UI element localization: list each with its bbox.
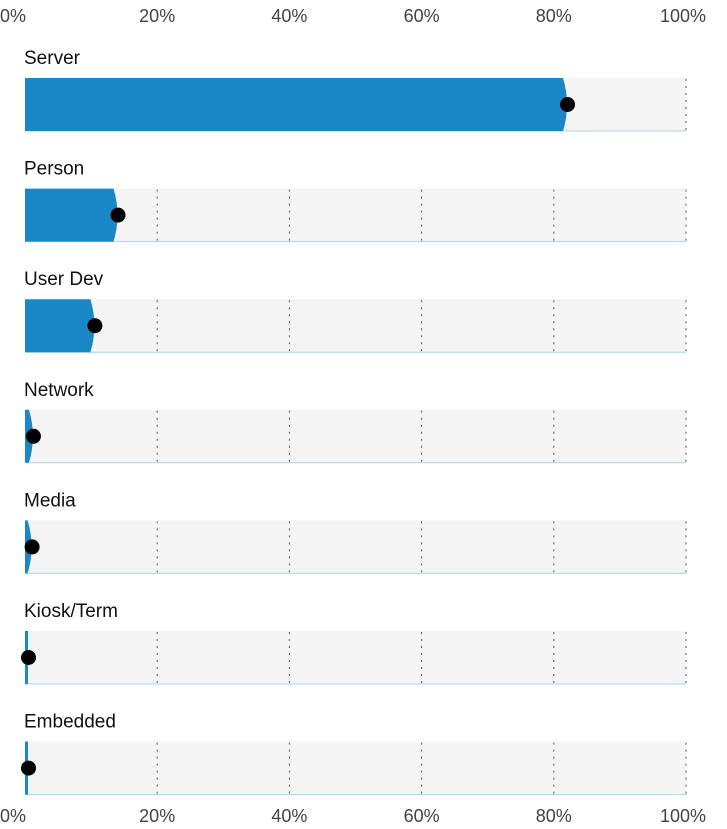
bar-track <box>25 520 686 574</box>
bottom-tick-label-20: 20% <box>139 806 175 826</box>
top-axis: 0% 20% 40% 60% 80% 100% <box>0 6 706 26</box>
bar-row: Kiosk/Term <box>21 601 687 685</box>
bar-track <box>25 188 686 242</box>
bar <box>25 188 118 242</box>
bar <box>25 299 95 353</box>
value-marker <box>24 539 40 555</box>
top-tick-label-0: 0% <box>0 6 26 26</box>
chart-rows: Server Person User Dev Network Media Kiosk/Te… <box>21 48 687 796</box>
bottom-axis: 0% 20% 40% 60% 80% 100% <box>0 806 706 826</box>
bar-row: User Dev <box>24 269 687 353</box>
category-label: Network <box>24 380 94 401</box>
top-tick-label-40: 40% <box>271 6 307 26</box>
bottom-tick-label-80: 80% <box>536 806 572 826</box>
value-marker <box>21 760 36 776</box>
bottom-tick-label-100: 100% <box>660 806 706 826</box>
category-label: Server <box>24 48 81 69</box>
top-tick-label-100: 100% <box>660 6 706 26</box>
category-label: Kiosk/Term <box>24 601 118 622</box>
top-tick-label-80: 80% <box>536 6 572 26</box>
category-label: Media <box>24 490 76 511</box>
category-label: User Dev <box>24 269 104 290</box>
bar-row: Embedded <box>21 712 687 796</box>
category-label: Person <box>24 159 84 180</box>
bottom-tick-label-40: 40% <box>271 806 307 826</box>
bar-track <box>25 409 686 463</box>
bottom-tick-label-0: 0% <box>0 806 26 826</box>
bar-row: Network <box>24 380 687 464</box>
value-marker <box>21 650 36 665</box>
top-tick-label-60: 60% <box>404 6 440 26</box>
bar-track <box>25 741 686 795</box>
value-marker <box>110 207 126 223</box>
bar <box>25 78 568 131</box>
value-marker <box>560 97 576 112</box>
bar-track <box>25 631 686 684</box>
bar-row: Media <box>24 490 687 574</box>
value-marker <box>25 428 41 444</box>
bar-track <box>25 299 686 353</box>
category-label: Embedded <box>24 712 116 733</box>
bar-row: Server <box>24 48 687 132</box>
value-marker <box>87 318 103 334</box>
bar-row: Person <box>24 159 687 243</box>
top-tick-label-20: 20% <box>139 6 175 26</box>
bottom-tick-label-60: 60% <box>404 806 440 826</box>
